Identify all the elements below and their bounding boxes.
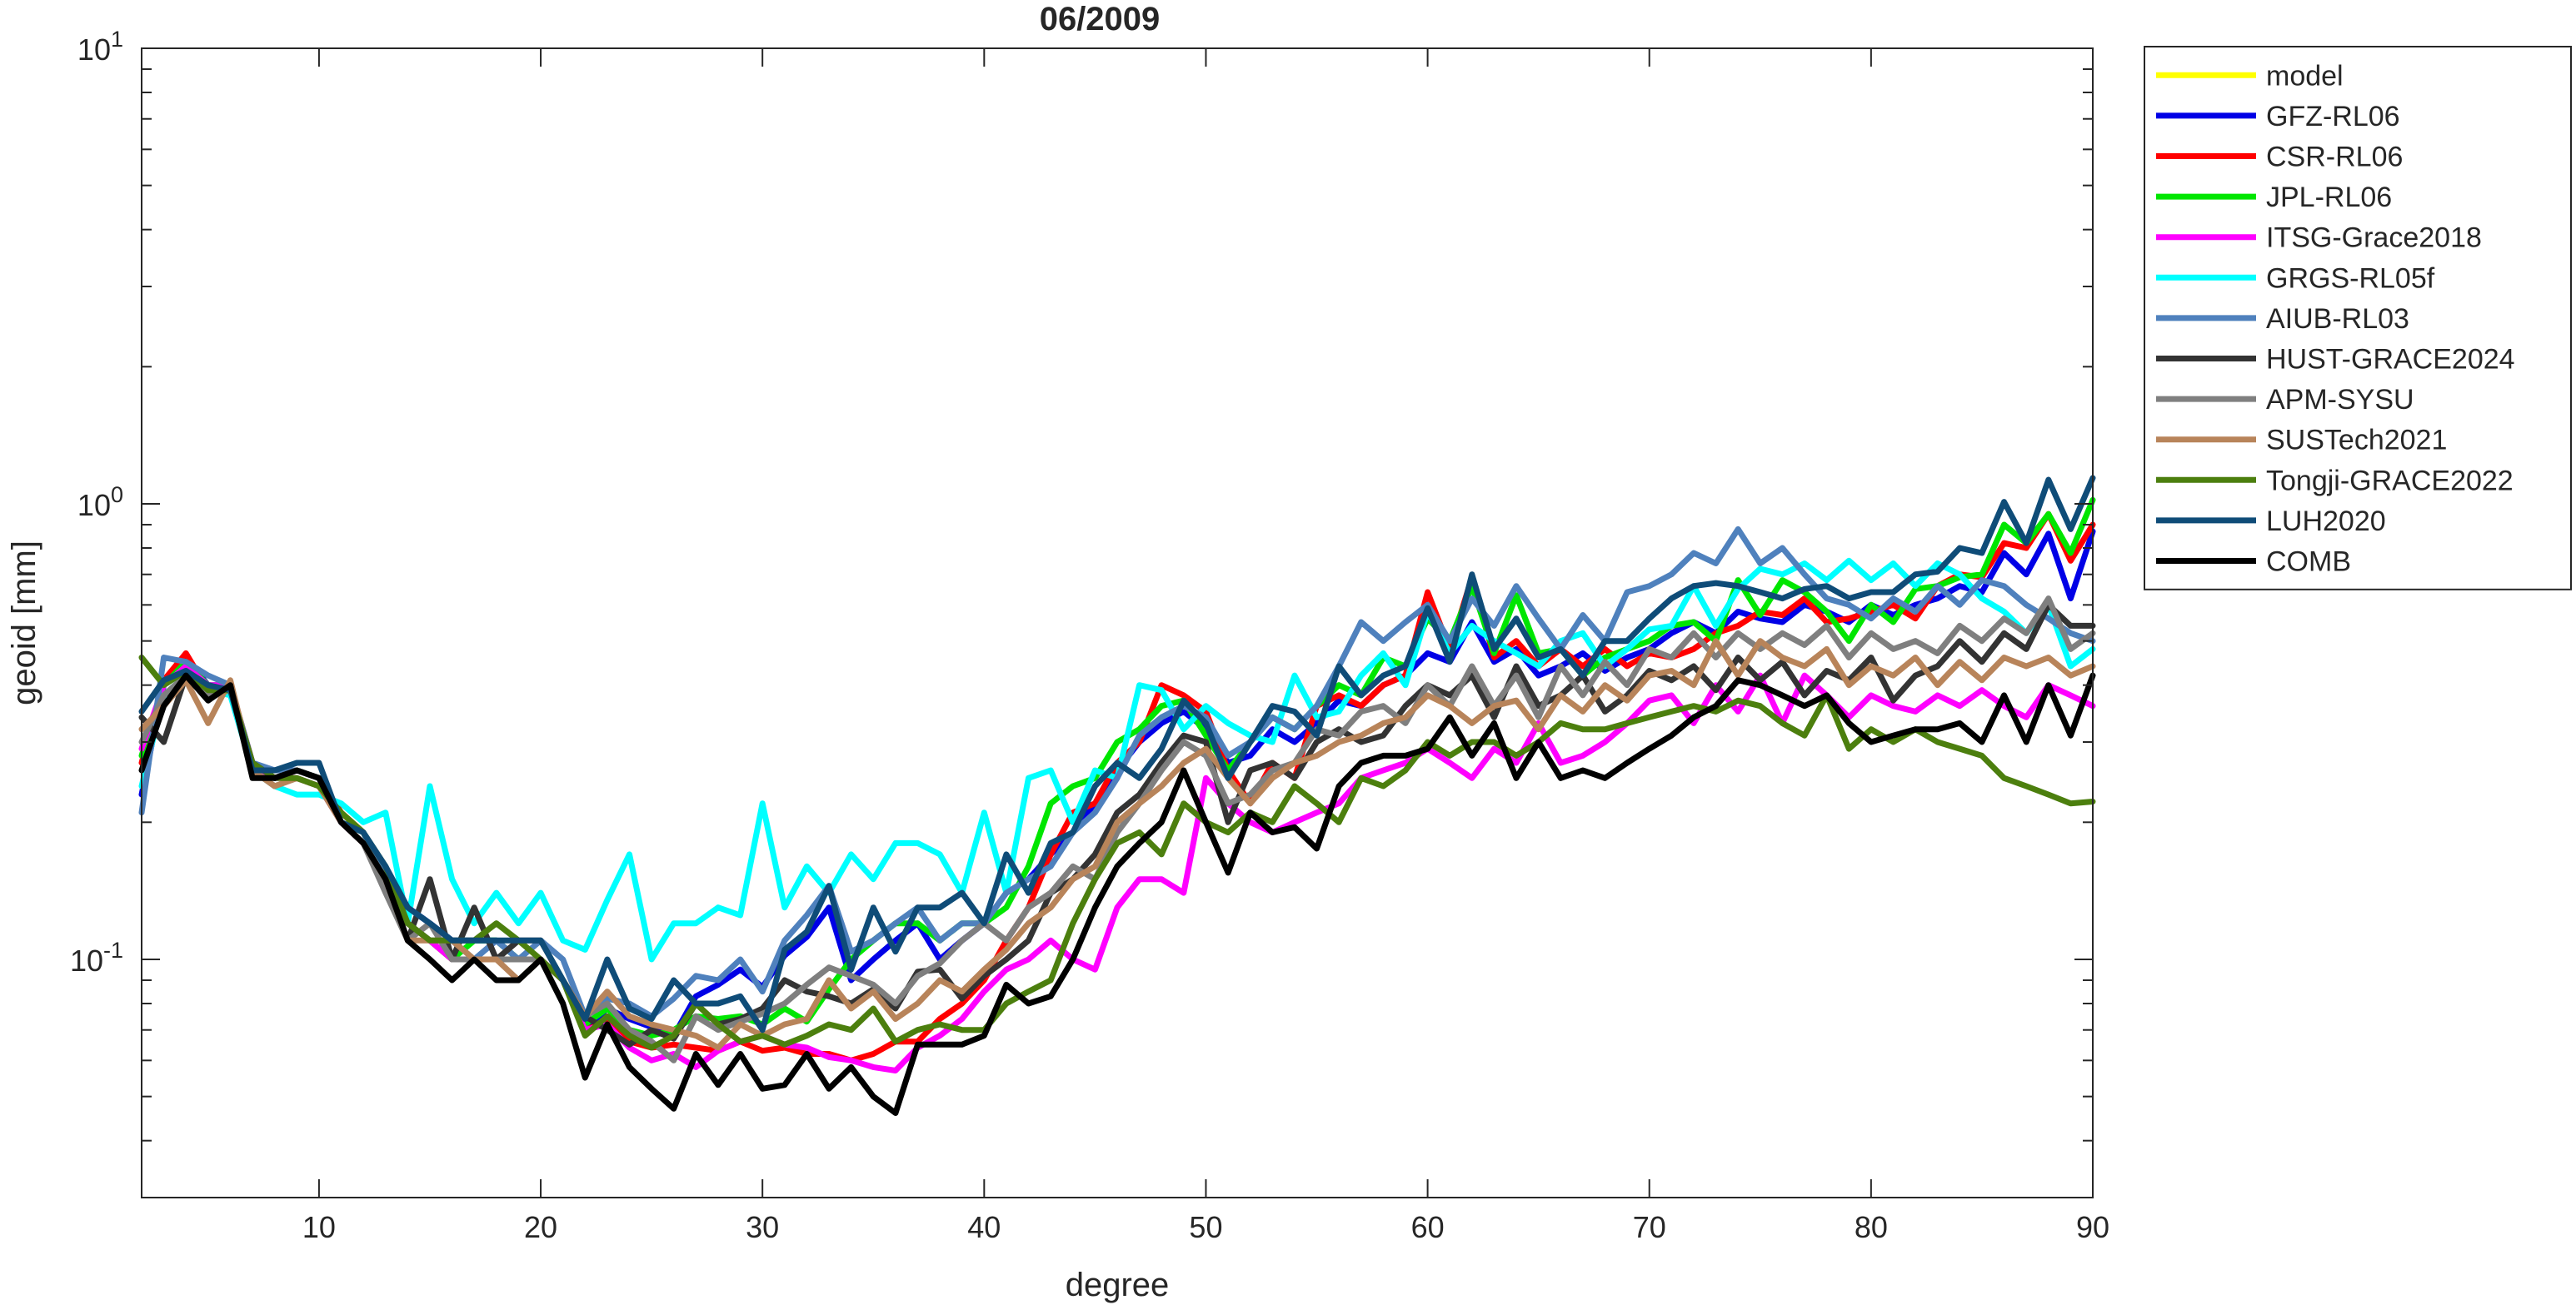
y-axis-label: geoid [mm] (6, 540, 42, 705)
x-tick-label: 90 (2076, 1210, 2109, 1244)
legend-label-apm-sysu: APM-SYSU (2266, 384, 2414, 416)
legend-label-csr-rl06: CSR-RL06 (2266, 142, 2403, 173)
x-axis-label: degree (1066, 1267, 1170, 1303)
y-tick-label: 10-1 (70, 938, 123, 978)
series-line-jpl-rl06 (138, 496, 2096, 1039)
legend-label-tongji-grace2022: Tongji-GRACE2022 (2266, 465, 2514, 496)
x-tick-label: 70 (1633, 1210, 1666, 1244)
x-tick-label: 30 (746, 1210, 779, 1244)
series-line-luh2020 (138, 475, 2096, 1034)
series-line-hust-grace2024 (138, 601, 2096, 1048)
legend-label-comb: COMB (2266, 546, 2351, 578)
plot-frame (141, 47, 2094, 1198)
legend-label-luh2020: LUH2020 (2266, 506, 2386, 537)
legend-label-grgs-rl05f: GRGS-RL05f (2266, 262, 2435, 294)
x-tick-label: 80 (1855, 1210, 1888, 1244)
series-line-sustech2021 (138, 638, 2096, 1051)
series-layer (138, 475, 2096, 1116)
y-tick-label: 100 (77, 482, 123, 522)
plot-area (142, 48, 2093, 1198)
legend-label-sustech2021: SUSTech2021 (2266, 425, 2447, 456)
x-tick-label: 20 (524, 1210, 557, 1244)
legend-label-model: model (2266, 60, 2344, 92)
y-tick-label: 101 (77, 27, 123, 67)
legend-label-hust-grace2024: HUST-GRACE2024 (2266, 344, 2515, 376)
legend-label-gfz-rl06: GFZ-RL06 (2266, 101, 2400, 132)
x-tick-label: 50 (1189, 1210, 1222, 1244)
legend: model GFZ-RL06 CSR-RL06 JPL-RL06 ITSG-Grace2… (2144, 46, 2572, 590)
legend-label-aiub-rl03: AIUB-RL03 (2266, 303, 2409, 335)
legend-label-itsg-grace2018: ITSG-Grace2018 (2266, 222, 2482, 254)
x-tick-label: 10 (302, 1210, 336, 1244)
x-tick-label: 60 (1411, 1210, 1445, 1244)
axis-ticks: 10 20 30 40 50 60 70 80 90 10-1 100 101 (70, 27, 2109, 1244)
x-tick-label: 40 (967, 1210, 1001, 1244)
series-line-comb (138, 672, 2096, 1116)
legend-label-jpl-rl06: JPL-RL06 (2266, 182, 2392, 213)
chart-title: 06/2009 (1040, 1, 1161, 37)
